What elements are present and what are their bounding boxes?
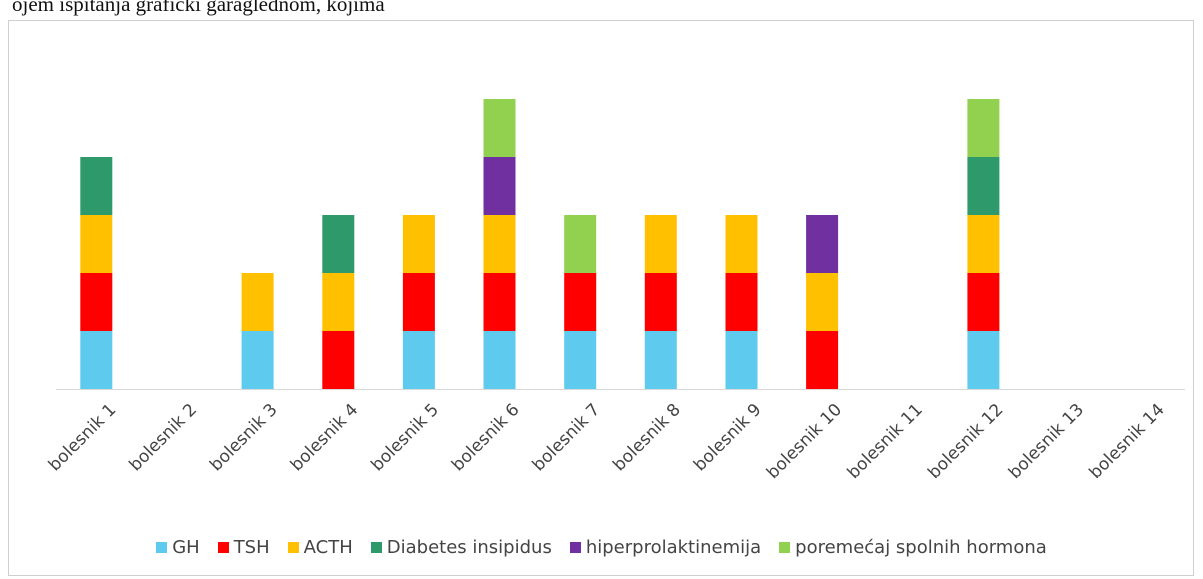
legend-swatch bbox=[156, 542, 168, 553]
bar-segment bbox=[241, 273, 274, 331]
bar-segment bbox=[806, 273, 839, 331]
x-tick-label: bolesnik 11 bbox=[844, 400, 927, 483]
bar-segment bbox=[564, 273, 597, 331]
x-tick-label: bolesnik 3 bbox=[206, 400, 282, 476]
legend-label: hiperprolaktinemija bbox=[585, 537, 762, 558]
bar-segment bbox=[806, 331, 839, 389]
bar-segment bbox=[80, 331, 113, 389]
bar-segment bbox=[483, 99, 516, 157]
bar-segment bbox=[725, 331, 758, 389]
legend-label: GH bbox=[172, 537, 200, 558]
bar-segment bbox=[725, 273, 758, 331]
bar-segment bbox=[241, 331, 274, 389]
legend-swatch bbox=[569, 542, 581, 553]
legend-label: ACTH bbox=[303, 537, 353, 558]
bar-segment bbox=[806, 215, 839, 273]
bar-segment bbox=[80, 157, 113, 215]
legend-item: TSH bbox=[217, 537, 270, 558]
bar-segment bbox=[644, 273, 677, 331]
x-tick-label: bolesnik 4 bbox=[287, 400, 363, 476]
legend-label: poremećaj spolnih hormona bbox=[795, 537, 1047, 558]
bar-segment bbox=[483, 273, 516, 331]
legend-item: poremećaj spolnih hormona bbox=[779, 537, 1047, 558]
bar-segment bbox=[564, 331, 597, 389]
x-tick-label: bolesnik 13 bbox=[1005, 400, 1088, 483]
legend-label: TSH bbox=[233, 537, 270, 558]
x-tick-label: bolesnik 12 bbox=[924, 400, 1007, 483]
x-tick-label: bolesnik 6 bbox=[448, 400, 524, 476]
x-tick-label: bolesnik 10 bbox=[763, 400, 846, 483]
x-tick-label: bolesnik 8 bbox=[609, 400, 685, 476]
bar-segment bbox=[80, 215, 113, 273]
bar-segment bbox=[402, 215, 435, 273]
x-tick-label: bolesnik 2 bbox=[126, 400, 202, 476]
legend-item: Diabetes insipidus bbox=[370, 537, 552, 558]
legend-item: ACTH bbox=[287, 537, 353, 558]
legend-label: Diabetes insipidus bbox=[386, 537, 552, 558]
bar-segment bbox=[967, 273, 1000, 331]
legend-item: hiperprolaktinemija bbox=[569, 537, 762, 558]
bar-segment bbox=[967, 157, 1000, 215]
bar-segment bbox=[80, 273, 113, 331]
bar-segment bbox=[644, 331, 677, 389]
legend-swatch bbox=[287, 542, 299, 553]
x-tick-label: bolesnik 1 bbox=[45, 400, 121, 476]
x-tick-label: bolesnik 14 bbox=[1086, 400, 1169, 483]
bar-segment bbox=[967, 215, 1000, 273]
bar-segment bbox=[483, 157, 516, 215]
legend-swatch bbox=[370, 542, 382, 553]
bar-segment bbox=[725, 215, 758, 273]
x-tick-label: bolesnik 9 bbox=[690, 400, 766, 476]
bar-segment bbox=[322, 273, 355, 331]
bar-segment bbox=[967, 331, 1000, 389]
bar-segment bbox=[483, 331, 516, 389]
bar-segment bbox=[402, 331, 435, 389]
bar-segment bbox=[967, 99, 1000, 157]
bar-segment bbox=[564, 215, 597, 273]
legend-swatch bbox=[779, 542, 791, 553]
bar-segment bbox=[644, 215, 677, 273]
chart-legend: GH TSH ACTH Diabetes insipidus hiperprolakti… bbox=[0, 537, 1203, 558]
x-tick-label: bolesnik 7 bbox=[529, 400, 605, 476]
bar-segment bbox=[483, 215, 516, 273]
bar-segment bbox=[322, 215, 355, 273]
top-text: ojem ispitanja grafički garaglednom, koj… bbox=[12, 0, 385, 16]
bar-segment bbox=[322, 331, 355, 389]
bar-segment bbox=[402, 273, 435, 331]
x-tick-label: bolesnik 5 bbox=[367, 400, 443, 476]
legend-swatch bbox=[217, 542, 229, 553]
legend-item: GH bbox=[156, 537, 200, 558]
